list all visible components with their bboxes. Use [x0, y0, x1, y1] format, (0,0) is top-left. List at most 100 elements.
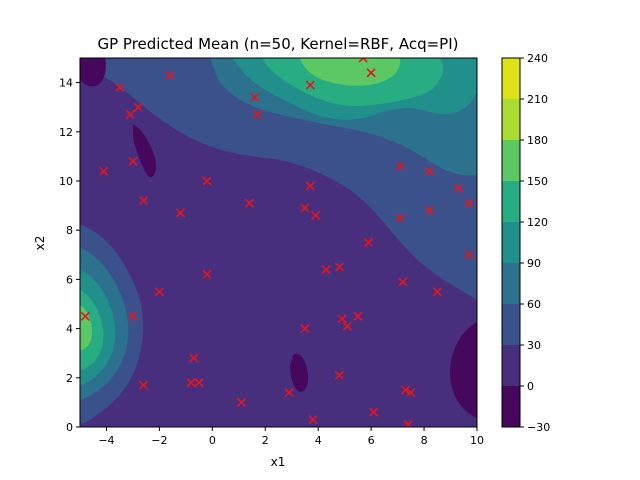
sample-point	[80, 311, 90, 321]
colorbar-tick-label: 90	[527, 257, 541, 270]
sample-point	[310, 210, 321, 221]
sample-point	[366, 68, 376, 78]
x-tick-label: 10	[470, 434, 484, 447]
sample-markers	[80, 58, 474, 427]
sample-point	[128, 156, 138, 166]
sample-point	[165, 70, 175, 80]
sample-point	[342, 321, 352, 331]
sample-point	[424, 205, 434, 216]
y-tick-label: 6	[66, 273, 73, 286]
sample-point	[337, 314, 347, 324]
y-tick-label: 8	[66, 224, 73, 237]
colorbar-band	[502, 222, 520, 263]
colorbar: −30 0 30 60 90 120 150 180 210 240	[501, 52, 550, 434]
sample-point	[236, 397, 247, 407]
x-axis-label: x1	[271, 455, 286, 469]
x-tick-label: 2	[262, 434, 269, 447]
contour-level-150-180-left	[80, 305, 92, 350]
sample-point	[406, 387, 416, 398]
contour-level-150-180-top	[300, 58, 401, 86]
colorbar-frame	[501, 57, 521, 428]
colorbar-band	[502, 386, 520, 427]
sample-point	[400, 385, 411, 395]
colorbar-band	[502, 99, 520, 140]
colorbar-tick-label: 240	[527, 52, 548, 65]
y-tick-label: 4	[66, 323, 73, 336]
sample-point	[424, 166, 434, 176]
sample-point	[202, 176, 212, 186]
sample-point	[250, 92, 260, 102]
contour-level-neg30-0-center	[290, 353, 309, 392]
sample-point	[125, 110, 135, 120]
sample-point	[305, 80, 315, 90]
chart-title: GP Predicted Mean (n=50, Kernel=RBF, Acq…	[97, 35, 458, 53]
sample-point	[194, 378, 204, 388]
y-tick-label: 0	[66, 421, 73, 434]
sample-point	[403, 419, 413, 427]
contour-level-neg30-0-right	[450, 322, 477, 418]
sample-point	[334, 370, 344, 380]
y-tick-label: 2	[66, 372, 73, 385]
sample-point	[128, 311, 138, 321]
contour-plot	[80, 58, 477, 427]
colorbar-band	[502, 140, 520, 181]
contour-level-neg30-0-slit	[133, 124, 156, 178]
sample-point	[154, 287, 164, 297]
sample-point	[133, 102, 143, 112]
colorbar-tick-label: 0	[527, 380, 534, 393]
colorbar-tick-label: 120	[527, 216, 548, 229]
y-tick-label: 10	[59, 175, 73, 188]
colorbar-band	[502, 263, 520, 304]
sample-point	[395, 161, 405, 171]
sample-point	[305, 181, 315, 191]
sample-point	[138, 196, 149, 206]
x-axis-ticks: −4 −2 0 2 4 6 8 10	[98, 427, 484, 447]
sample-point	[464, 250, 474, 260]
y-axis-ticks: 0 2 4 6 8 10 12 14	[59, 77, 80, 434]
sample-point	[432, 287, 442, 297]
sample-point	[453, 183, 464, 193]
y-axis-label: x2	[33, 236, 47, 251]
sample-point	[395, 213, 405, 223]
colorbar-tick-label: −30	[527, 421, 550, 434]
colorbar-tick-label: 180	[527, 134, 548, 147]
sample-point	[321, 264, 331, 275]
x-tick-label: 4	[315, 434, 322, 447]
sample-point	[300, 203, 310, 213]
sample-point	[363, 237, 374, 248]
x-tick-label: −4	[98, 434, 114, 447]
sample-point	[358, 58, 368, 63]
colorbar-band	[502, 58, 520, 99]
sample-point	[186, 378, 196, 388]
sample-point	[244, 198, 254, 208]
sample-point	[308, 415, 318, 425]
sample-point	[202, 269, 212, 280]
plot-frame	[79, 57, 478, 428]
sample-point	[138, 380, 149, 390]
sample-point	[99, 166, 109, 176]
colorbar-band	[502, 345, 520, 386]
sample-point	[300, 324, 310, 334]
x-tick-label: 6	[368, 434, 375, 447]
colorbar-tick-label: 60	[527, 298, 541, 311]
x-tick-label: 0	[209, 434, 216, 447]
sample-point	[284, 387, 294, 398]
y-tick-label: 14	[59, 77, 73, 90]
sample-point	[176, 208, 186, 218]
sample-point	[353, 311, 363, 321]
sample-point	[334, 262, 344, 272]
sample-point	[189, 353, 199, 363]
sample-point	[369, 407, 379, 417]
x-tick-label: −2	[151, 434, 167, 447]
sample-point	[252, 110, 262, 120]
colorbar-tick-label: 210	[527, 93, 548, 106]
colorbar-band	[502, 181, 520, 222]
colorbar-tick-label: 30	[527, 339, 541, 352]
contour-level-neg30-0-topleft	[80, 58, 106, 87]
colorbar-tick-label: 150	[527, 175, 548, 188]
y-tick-label: 12	[59, 126, 73, 139]
x-tick-label: 8	[421, 434, 428, 447]
sample-point	[398, 277, 408, 287]
colorbar-band	[502, 304, 520, 345]
